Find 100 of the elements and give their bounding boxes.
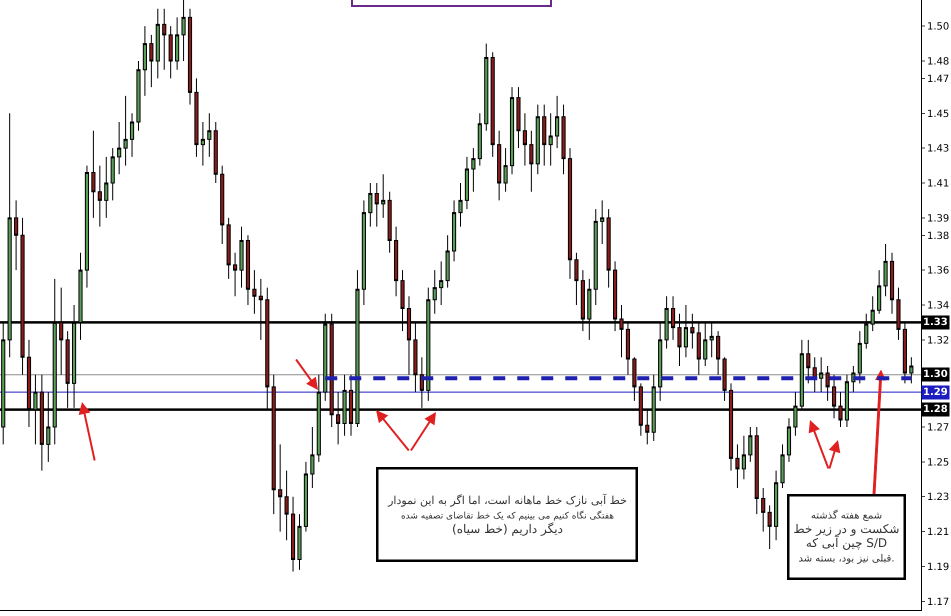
y-tick-label: 1.19 bbox=[927, 562, 950, 573]
candlestick bbox=[304, 461, 308, 532]
y-tick-label: 1.43 bbox=[927, 144, 950, 155]
candlestick bbox=[716, 330, 720, 376]
candlestick bbox=[226, 217, 231, 280]
candlestick bbox=[124, 95, 128, 166]
candlestick bbox=[394, 226, 398, 297]
candlestick bbox=[181, 0, 186, 62]
candlestick bbox=[110, 148, 115, 201]
candlestick bbox=[246, 234, 250, 306]
candlestick bbox=[310, 426, 314, 488]
candlestick bbox=[600, 200, 604, 244]
candlestick bbox=[722, 356, 727, 402]
y-tick-label: 1.17 bbox=[927, 596, 950, 608]
candlestick bbox=[497, 130, 502, 201]
y-tick-label: 1.47 bbox=[927, 74, 950, 85]
candlestick bbox=[542, 104, 546, 166]
candlestick bbox=[768, 504, 772, 550]
candlestick bbox=[774, 470, 778, 541]
y-tick-label: 1.41 bbox=[927, 178, 950, 190]
candlestick bbox=[446, 234, 450, 288]
candlestick bbox=[91, 130, 96, 218]
candlestick bbox=[297, 514, 302, 570]
candlestick bbox=[104, 156, 108, 218]
candlestick bbox=[14, 200, 18, 271]
candlestick bbox=[877, 270, 882, 314]
annotation: شمع هفته گذشته شکست و در زیر خط چین آبی که S/D قبلی نیز بود، بسته شد. bbox=[794, 510, 900, 564]
candlestick bbox=[439, 260, 444, 306]
candlestick bbox=[381, 174, 386, 218]
candlestick bbox=[754, 426, 759, 515]
candlestick bbox=[207, 112, 212, 158]
candlestick bbox=[194, 78, 199, 158]
candlestick bbox=[516, 86, 521, 149]
candlestick bbox=[484, 43, 488, 132]
candlestick bbox=[555, 95, 560, 149]
candlestick bbox=[490, 52, 495, 158]
candlestick bbox=[458, 182, 463, 228]
y-tick-label: 1.32 bbox=[927, 335, 950, 346]
y-tick-label: 1.38 bbox=[927, 230, 950, 242]
candlestick bbox=[200, 122, 205, 166]
candlestick bbox=[471, 148, 476, 192]
candlestick bbox=[748, 426, 752, 462]
candlestick bbox=[214, 122, 218, 184]
candlestick bbox=[606, 208, 611, 288]
y-tick-label: 1.39 bbox=[927, 213, 950, 224]
candlestick bbox=[909, 356, 914, 384]
ref-line-label: 1.28 bbox=[923, 404, 948, 415]
candlestick bbox=[561, 104, 566, 175]
ref-line-label: 1.29 bbox=[923, 387, 948, 398]
candlestick bbox=[142, 26, 147, 96]
candlestick bbox=[806, 339, 810, 384]
candlestick bbox=[522, 112, 527, 166]
ref-line-label: 1.33 bbox=[923, 317, 948, 328]
candlestick bbox=[252, 270, 256, 314]
candlestick bbox=[464, 156, 470, 210]
candlestick bbox=[568, 148, 572, 280]
candlestick bbox=[478, 112, 482, 166]
y-tick-label: 1.45 bbox=[927, 108, 950, 120]
y-tick-label: 1.21 bbox=[927, 527, 950, 538]
candlestick bbox=[594, 208, 598, 306]
candlestick bbox=[548, 112, 553, 166]
candlestick bbox=[162, 8, 166, 70]
candlestick bbox=[432, 270, 437, 314]
candlestick bbox=[188, 8, 192, 106]
candlestick bbox=[220, 165, 224, 244]
y-tick-label: 1.34 bbox=[927, 300, 950, 312]
y-tick-label: 1.50 bbox=[927, 22, 950, 33]
candlestick bbox=[819, 356, 824, 393]
candlestick bbox=[149, 34, 154, 88]
candlestick bbox=[574, 252, 579, 306]
candlestick bbox=[780, 444, 785, 488]
candlestick bbox=[156, 8, 160, 79]
candlestick bbox=[632, 356, 636, 402]
candlestick bbox=[536, 104, 540, 175]
y-tick-label: 1.48 bbox=[927, 56, 950, 68]
candlestick bbox=[742, 435, 746, 480]
candlestick bbox=[826, 366, 830, 402]
candlestick bbox=[388, 191, 392, 254]
candlestick bbox=[239, 226, 244, 288]
candlestick bbox=[761, 488, 766, 532]
candlestick bbox=[362, 200, 366, 306]
y-tick-label: 1.36 bbox=[927, 266, 950, 277]
y-tick-label: 1.25 bbox=[927, 457, 950, 468]
candlestick bbox=[735, 444, 740, 488]
candlestick bbox=[290, 496, 296, 572]
candlestick bbox=[175, 16, 180, 70]
candlestick bbox=[368, 182, 372, 228]
candlestick bbox=[168, 26, 173, 79]
candlestick bbox=[858, 330, 862, 384]
candlestick bbox=[529, 130, 534, 192]
candlestick bbox=[452, 200, 456, 262]
y-tick-label: 1.23 bbox=[927, 492, 950, 504]
candlestick bbox=[884, 244, 888, 297]
candlestick bbox=[284, 470, 289, 541]
candlestick bbox=[98, 165, 102, 228]
candlestick bbox=[510, 86, 514, 175]
ref-line-label: 1.30 bbox=[923, 369, 948, 380]
candlestick bbox=[84, 165, 90, 288]
candlestick bbox=[374, 182, 379, 228]
candlestick bbox=[278, 444, 282, 532]
